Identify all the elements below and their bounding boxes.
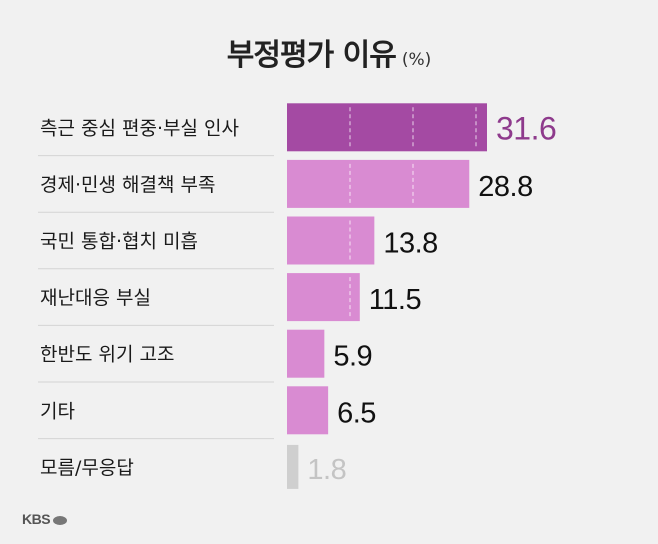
bar: [287, 103, 487, 152]
value-label: 6.5: [337, 397, 376, 429]
kbs-logo: KBS: [22, 511, 68, 527]
category-label: 기타: [40, 400, 75, 422]
logo-text: KBS: [22, 511, 51, 527]
value-label: 1.8: [307, 454, 346, 486]
category-label: 경제·민생 해결책 부족: [40, 174, 215, 196]
value-label: 13.8: [383, 228, 437, 260]
category-label: 측근 중심 편중·부실 인사: [40, 117, 239, 139]
bar: [287, 386, 329, 435]
bar: [287, 216, 375, 265]
bar: [287, 444, 299, 489]
category-label: 국민 통합·협치 미흡: [40, 231, 198, 253]
value-label: 11.5: [369, 284, 421, 316]
category-label: 모름/무응답: [40, 457, 134, 479]
value-label: 31.6: [496, 110, 556, 146]
bar: [287, 159, 470, 208]
chart-unit: (%): [401, 50, 432, 70]
chart-title-block: 부정평가 이유 (%): [0, 30, 658, 74]
bar: [287, 273, 360, 322]
category-label: 한반도 위기 고조: [40, 344, 174, 366]
category-label: 재난대응 부실: [40, 287, 151, 309]
bar: [287, 329, 325, 378]
chart-title: 부정평가 이유: [226, 38, 397, 73]
value-label: 28.8: [478, 171, 532, 203]
logo-mark-icon: [53, 515, 68, 525]
value-label: 5.9: [333, 341, 372, 373]
